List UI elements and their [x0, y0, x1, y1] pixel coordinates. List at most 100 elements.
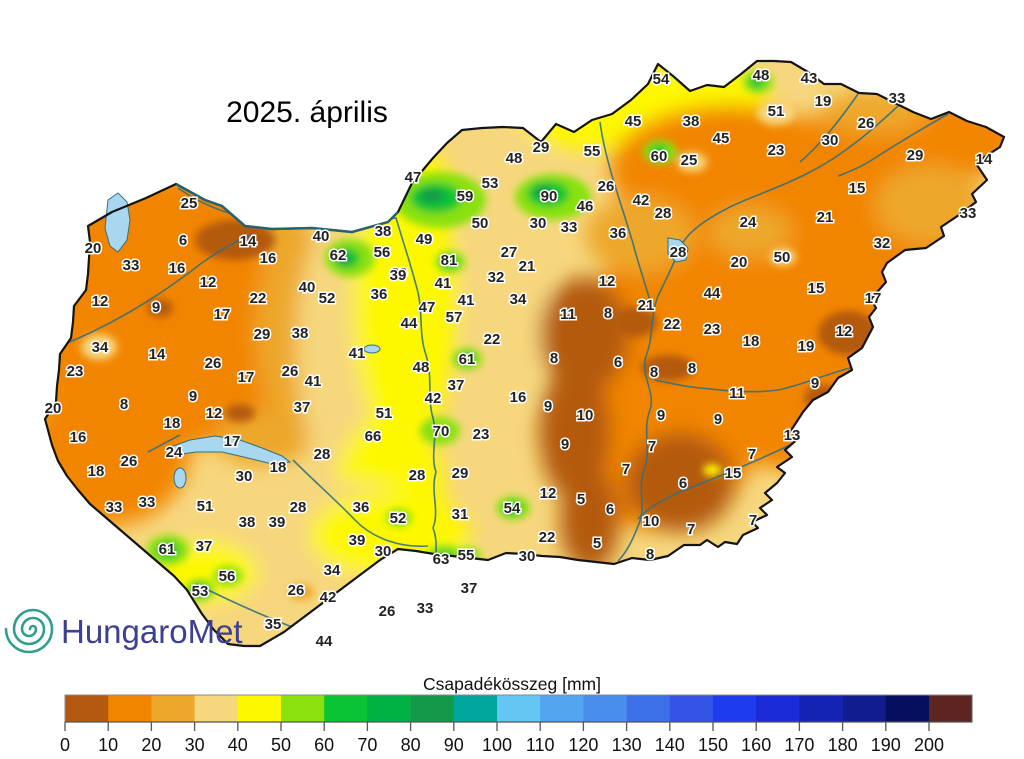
- station-value: 48: [506, 150, 523, 167]
- legend-segment: [194, 695, 239, 722]
- station-value: 42: [425, 390, 442, 407]
- legend-segment: [583, 695, 627, 722]
- legend-segment: [151, 695, 195, 722]
- station-value: 28: [290, 499, 307, 516]
- station-value: 33: [960, 205, 977, 222]
- station-value: 37: [196, 538, 213, 555]
- legend-segment: [929, 695, 973, 722]
- station-value: 14: [149, 346, 166, 363]
- legend-tick-label: 100: [482, 735, 512, 755]
- station-value: 28: [409, 467, 426, 484]
- station-value: 16: [70, 429, 87, 446]
- legend-tick-label: 30: [185, 735, 205, 755]
- legend-segment: [367, 695, 411, 722]
- maros-river: [637, 443, 793, 520]
- station-value: 26: [379, 603, 396, 620]
- legend-segment: [756, 695, 800, 722]
- station-value: 34: [510, 291, 527, 308]
- station-value: 7: [687, 521, 695, 538]
- station-value: 5: [593, 535, 601, 552]
- station-value: 39: [391, 265, 408, 282]
- legend-segment: [885, 695, 930, 722]
- station-value: 61: [459, 351, 476, 368]
- legend-tick-label: 90: [444, 735, 464, 755]
- station-value: 50: [472, 215, 489, 232]
- station-value: 23: [768, 142, 785, 159]
- station-value: 12: [540, 485, 557, 502]
- raba-river: [59, 233, 253, 347]
- station-value: 7: [749, 512, 757, 529]
- station-value: 8: [650, 364, 658, 381]
- station-value: 14: [976, 151, 993, 168]
- station-value: 22: [250, 290, 267, 307]
- station-value: 47: [419, 299, 436, 316]
- station-value: 56: [219, 568, 236, 585]
- station-value: 18: [270, 459, 287, 476]
- legend-tick-label: 70: [357, 735, 377, 755]
- station-value: 17: [865, 290, 882, 307]
- station-value: 56: [374, 244, 391, 261]
- station-value: 8: [604, 305, 612, 322]
- legend-tick-label: 40: [228, 735, 248, 755]
- legend-tick-label: 10: [98, 735, 118, 755]
- legend-segment: [237, 695, 282, 722]
- station-value: 34: [92, 339, 109, 356]
- legend-tick-label: 110: [526, 735, 555, 755]
- station-value: 27: [501, 244, 518, 261]
- station-value: 33: [561, 219, 578, 236]
- station-value: 44: [704, 285, 721, 302]
- station-value: 30: [236, 468, 253, 485]
- legend-tick-label: 160: [741, 735, 771, 755]
- lake-tisza: [667, 237, 689, 263]
- station-value: 21: [519, 258, 536, 275]
- legend-segment: [713, 695, 757, 722]
- station-value: 44: [401, 315, 418, 332]
- station-value: 25: [181, 195, 198, 212]
- station-value: 46: [577, 198, 594, 215]
- station-value: 63: [433, 551, 450, 568]
- spiral-icon: [4, 608, 54, 654]
- station-value: 60: [651, 148, 668, 165]
- station-value: 38: [292, 325, 309, 342]
- station-value: 28: [655, 205, 672, 222]
- station-value: 8: [550, 350, 558, 367]
- station-value: 7: [748, 446, 756, 463]
- station-value: 28: [314, 446, 331, 463]
- legend-tick-label: 140: [655, 735, 685, 755]
- station-value: 37: [448, 377, 465, 394]
- station-value: 26: [282, 363, 299, 380]
- station-value: 21: [817, 209, 834, 226]
- legend-tick-label: 180: [828, 735, 858, 755]
- station-value: 15: [849, 180, 866, 197]
- station-value: 32: [488, 269, 505, 286]
- station-value: 14: [240, 233, 257, 250]
- station-value: 33: [123, 257, 140, 274]
- station-value: 45: [713, 130, 730, 147]
- station-value: 11: [560, 306, 576, 323]
- hungaromet-logo: HungaroMet: [4, 608, 243, 654]
- station-value: 55: [584, 143, 601, 160]
- station-value: 21: [638, 297, 655, 314]
- legend-label: Csapadékösszeg [mm]: [423, 674, 601, 694]
- station-value: 16: [260, 250, 277, 267]
- station-value: 39: [349, 532, 366, 549]
- station-value: 59: [457, 188, 474, 205]
- station-value: 15: [808, 280, 825, 297]
- station-value: 15: [725, 465, 742, 482]
- lake-kis-balaton: [173, 467, 187, 489]
- station-value: 24: [740, 214, 757, 231]
- station-value: 26: [205, 355, 222, 372]
- station-value: 5: [577, 491, 585, 508]
- legend-segment: [453, 695, 498, 722]
- station-value: 42: [320, 589, 337, 606]
- lake-velence: [363, 344, 381, 354]
- station-value: 6: [614, 354, 622, 371]
- legend-tick-label: 0: [60, 735, 70, 755]
- station-value: 39: [390, 267, 407, 284]
- station-value: 70: [433, 423, 450, 440]
- station-value: 25: [681, 152, 698, 169]
- station-value: 10: [577, 407, 594, 424]
- station-value: 18: [88, 463, 105, 480]
